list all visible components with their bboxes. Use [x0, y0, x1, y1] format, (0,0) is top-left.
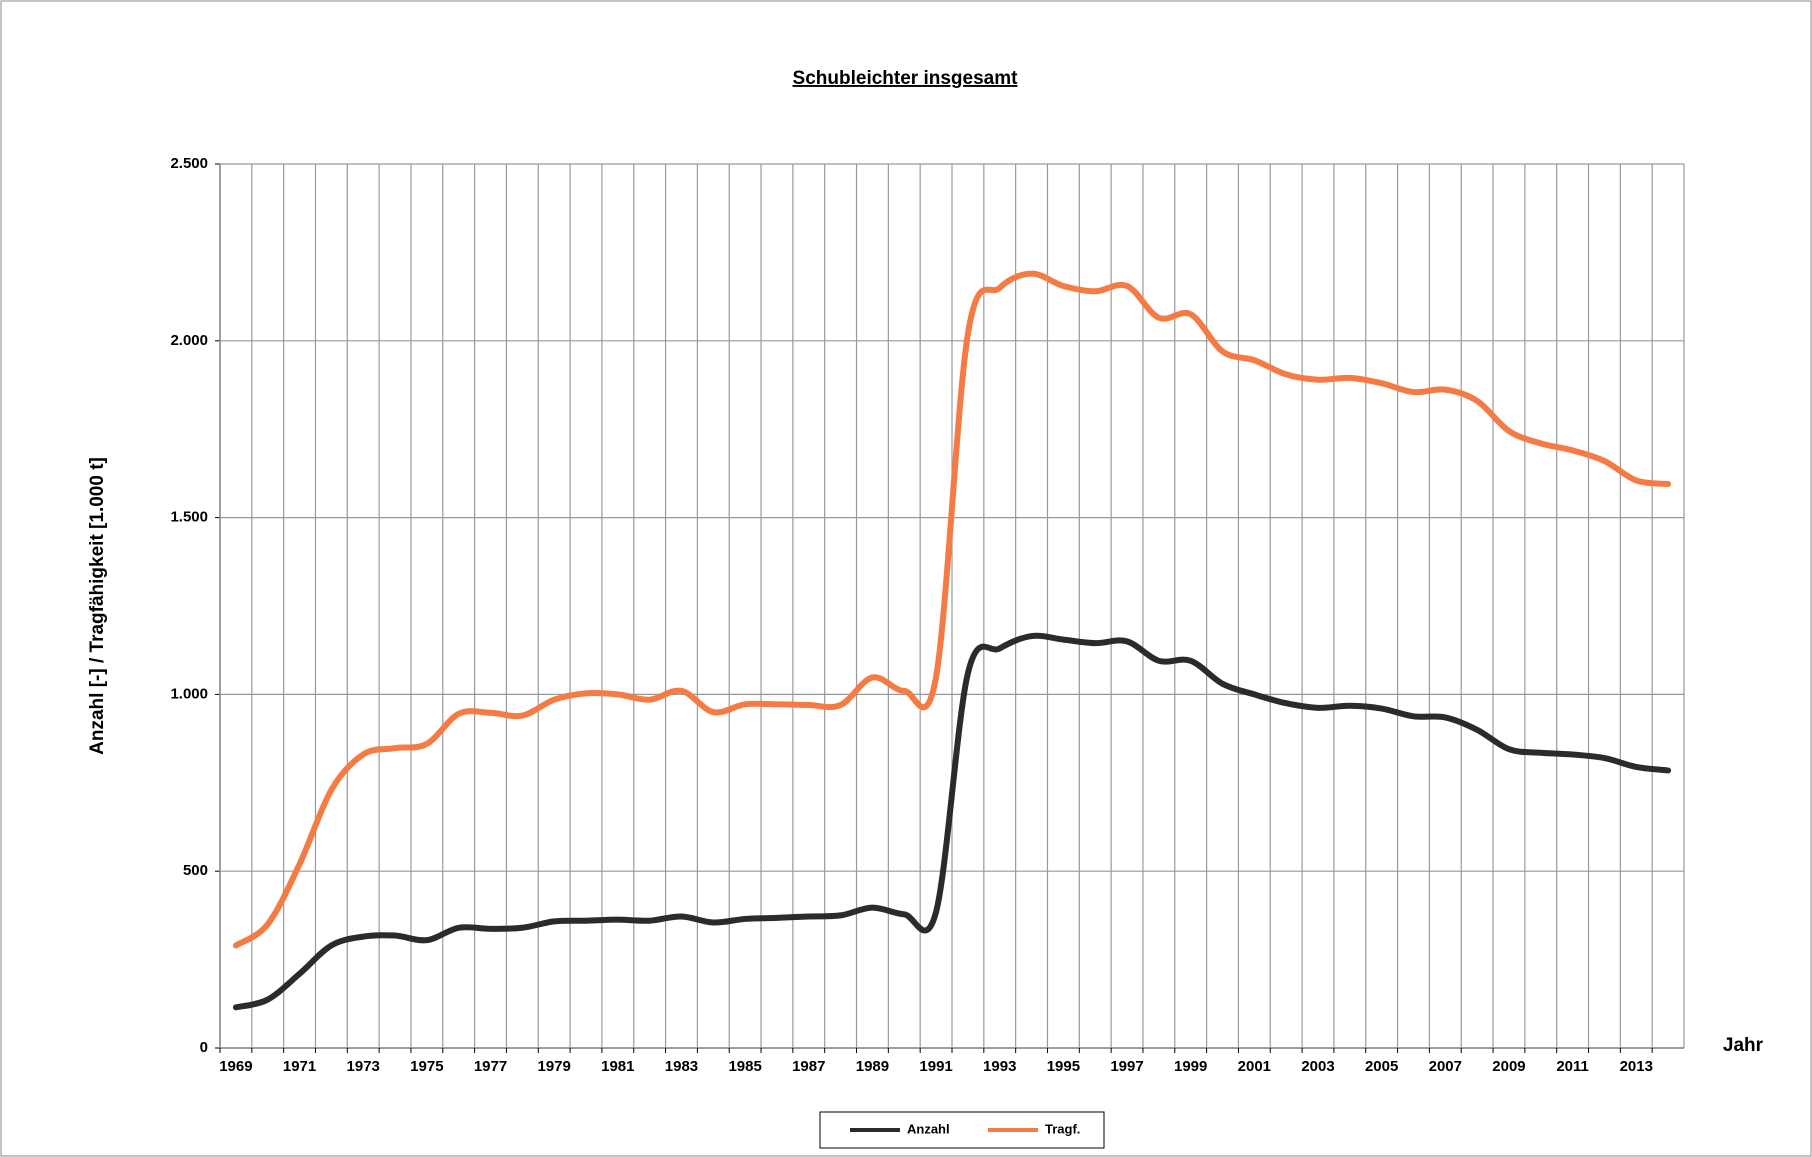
- line-series: [232, 270, 1672, 949]
- x-tick-label: 1995: [1047, 1058, 1080, 1075]
- x-tick-label: 1997: [1110, 1058, 1143, 1075]
- x-tick-label: 2005: [1365, 1058, 1398, 1075]
- x-tick-label: 2003: [1301, 1058, 1334, 1075]
- line-series: [232, 632, 1672, 1011]
- y-tick-label: 1.500: [170, 509, 208, 526]
- x-tick-label: 1985: [728, 1058, 761, 1075]
- x-tick-label: 1983: [665, 1058, 698, 1075]
- legend-label: Tragf.: [1045, 1121, 1080, 1136]
- y-tick-label: 2.500: [170, 155, 208, 172]
- x-tick-label: 1999: [1174, 1058, 1207, 1075]
- x-tick-label: 1981: [601, 1058, 634, 1075]
- x-tick-label: 2001: [1238, 1058, 1271, 1075]
- legend-label: Anzahl: [907, 1121, 950, 1136]
- y-tick-label: 500: [183, 862, 208, 879]
- x-tick-label: 2009: [1492, 1058, 1525, 1075]
- x-tick-label: 1987: [792, 1058, 825, 1075]
- x-tick-label: 1977: [474, 1058, 507, 1075]
- x-tick-label: 1989: [856, 1058, 889, 1075]
- y-axis-label: Anzahl [-] / Tragfähigkeit [1.000 t]: [87, 457, 108, 755]
- x-tick-label: 1973: [347, 1058, 380, 1075]
- x-tick-label: 2007: [1429, 1058, 1462, 1075]
- chart-title: Schubleichter insgesamt: [793, 68, 1019, 89]
- y-tick-label: 2.000: [170, 332, 208, 349]
- x-tick-label: 1975: [410, 1058, 443, 1075]
- x-tick-label: 2011: [1556, 1058, 1589, 1075]
- y-tick-label: 0: [200, 1039, 208, 1056]
- x-tick-label: 2013: [1620, 1058, 1653, 1075]
- x-tick-label: 1979: [537, 1058, 570, 1075]
- x-tick-label: 1993: [983, 1058, 1016, 1075]
- x-axis-label: Jahr: [1723, 1035, 1764, 1056]
- x-tick-label: 1971: [283, 1058, 316, 1075]
- x-tick-label: 1969: [219, 1058, 252, 1075]
- y-tick-label: 1.000: [170, 685, 208, 702]
- x-tick-label: 1991: [919, 1058, 952, 1075]
